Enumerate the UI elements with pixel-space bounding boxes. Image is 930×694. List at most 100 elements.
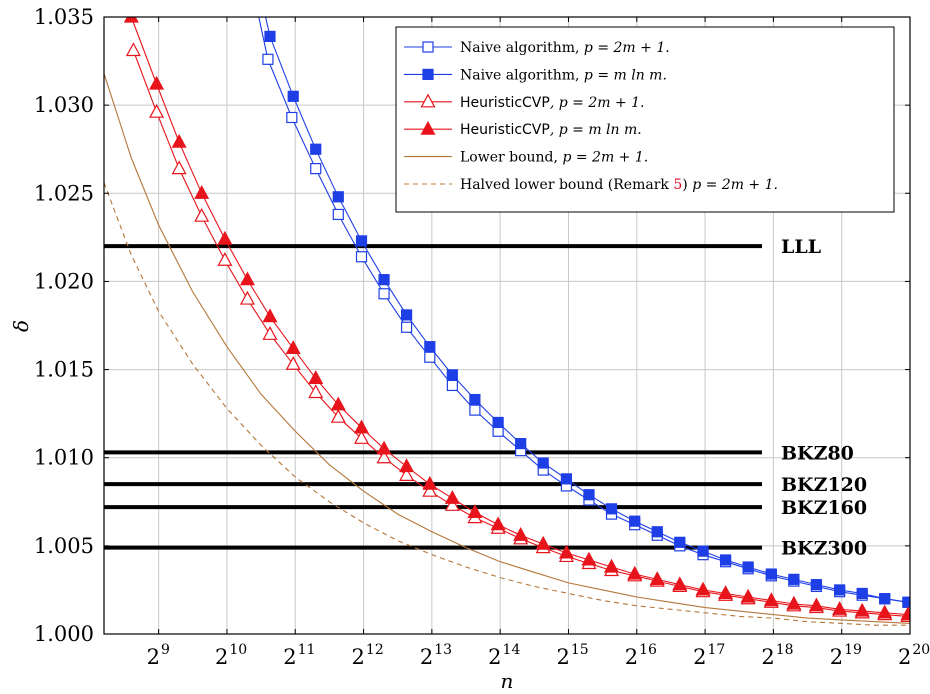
series-1-point-16	[605, 503, 618, 515]
series-3-point-3	[194, 185, 210, 199]
series-0-point-8	[424, 351, 436, 363]
series-0-point-3	[310, 163, 322, 175]
series-1-point-10	[469, 393, 481, 406]
series-2-point-0	[125, 42, 141, 57]
x-tick-label-3: 212	[352, 642, 384, 669]
series-2-point-8	[308, 384, 324, 399]
x-tick-label-8: 217	[693, 642, 725, 669]
x-tick-label-9: 218	[761, 642, 793, 669]
series-1-point-28	[879, 593, 891, 605]
series-3-point-12	[399, 458, 415, 473]
series-1-point-25	[810, 579, 823, 591]
series-layer	[104, 17, 910, 626]
series-2-point-7	[285, 356, 301, 370]
series-3	[123, 17, 910, 621]
series-3-point-18	[535, 535, 551, 550]
legend-entry-0: Naive algorithm, p = 2m + 1.	[460, 40, 670, 56]
x-tick-label-1: 210	[215, 642, 247, 669]
series-1-point-6	[378, 274, 390, 286]
series-1-point-14	[560, 473, 573, 485]
reference-label-bkz300: BKZ300	[781, 538, 867, 560]
series-1-point-18	[651, 526, 663, 538]
series-3-point-20	[581, 551, 597, 566]
series-1-point-22	[742, 561, 754, 573]
series-3-point-9	[330, 396, 346, 411]
series-line-4	[104, 73, 910, 624]
y-tick-label-7: 1.035	[34, 5, 94, 29]
series-1-point-4	[332, 191, 344, 203]
series-1-point-21	[719, 554, 732, 566]
y-tick-label-0: 1.000	[34, 622, 94, 646]
series-1-point-20	[697, 545, 709, 557]
y-tick-label-6: 1.030	[34, 93, 94, 117]
legend-swatch-marker-1	[422, 68, 434, 81]
series-1-point-23	[765, 568, 777, 580]
legend: Naive algorithm, p = 2m + 1. Naive algori…	[395, 26, 895, 213]
series-2-point-11	[376, 449, 392, 464]
reference-label-bkz120: BKZ120	[781, 474, 867, 496]
x-tick-label-6: 215	[556, 642, 588, 669]
series-5	[104, 182, 910, 626]
series-1-point-29	[902, 596, 910, 608]
series-2-point-6	[262, 326, 278, 340]
series-3-point-15	[467, 504, 483, 518]
legend-swatch-marker-3	[420, 120, 436, 135]
series-2-point-9	[330, 408, 346, 423]
series-0-point-10	[469, 404, 481, 416]
x-tick-label-4: 213	[420, 642, 452, 669]
series-0-point-9	[446, 379, 458, 392]
series-0-point-1	[262, 53, 274, 65]
series-2-point-3	[194, 207, 210, 222]
series-3-point-24	[672, 576, 688, 591]
series-3-point-1	[149, 75, 165, 90]
y-tick-label-2: 1.010	[34, 446, 94, 470]
legend-entry-4: Lower bound, p = 2m + 1.	[460, 150, 648, 166]
series-0-point-6	[378, 288, 390, 300]
series-3-point-26	[718, 585, 734, 600]
series-3-point-17	[513, 527, 529, 541]
series-1-point-27	[856, 587, 868, 600]
series-3-point-28	[763, 592, 779, 607]
series-3-point-4	[217, 230, 233, 245]
legend-entry-3: HeuristicCVP, p = m ln m.	[460, 122, 642, 138]
y-tick-labels: 1.000 1.005 1.010 1.015 1.020 1.025 1.030 1.035	[34, 5, 94, 646]
series-1	[264, 17, 910, 608]
legend-box	[395, 26, 895, 213]
plot-frame	[103, 16, 911, 635]
series-1-point-2	[287, 90, 299, 102]
series-3-point-31	[832, 601, 848, 615]
series-4	[104, 73, 910, 624]
legend-swatch-marker-0	[422, 41, 434, 53]
series-2-point-5	[239, 290, 255, 305]
series-3-point-19	[558, 544, 574, 559]
series-1-point-7	[400, 309, 413, 321]
series-3-point-30	[808, 597, 824, 612]
reference-label-bkz160: BKZ160	[781, 497, 867, 519]
x-axis-label: n	[501, 669, 514, 693]
series-2-point-12	[399, 467, 415, 481]
series-line-5	[104, 182, 910, 626]
series-3-point-11	[376, 440, 392, 455]
legend-entry-2: HeuristicCVP, p = 2m + 1.	[460, 95, 645, 111]
series-3-point-6	[262, 308, 278, 323]
series-0-point-2	[286, 111, 298, 124]
series-0-point-4	[332, 208, 344, 221]
series-3-point-7	[285, 340, 301, 355]
series-3-point-13	[422, 475, 438, 490]
series-1-point-11	[492, 416, 504, 429]
y-axis-label: δ	[9, 320, 33, 332]
y-tick-label-5: 1.025	[34, 181, 94, 205]
series-1-point-5	[355, 235, 368, 247]
series-1-point-19	[674, 536, 686, 548]
plot-area	[104, 17, 910, 626]
series-2-point-4	[217, 252, 233, 266]
series-3-point-29	[786, 595, 802, 610]
series-3-point-22	[627, 565, 643, 580]
series-3-point-32	[854, 602, 870, 617]
series-1-point-24	[788, 573, 800, 585]
y-tick-label-1: 1.005	[34, 534, 94, 558]
series-2-point-2	[171, 160, 187, 175]
x-tick-label-0: 29	[147, 642, 170, 669]
